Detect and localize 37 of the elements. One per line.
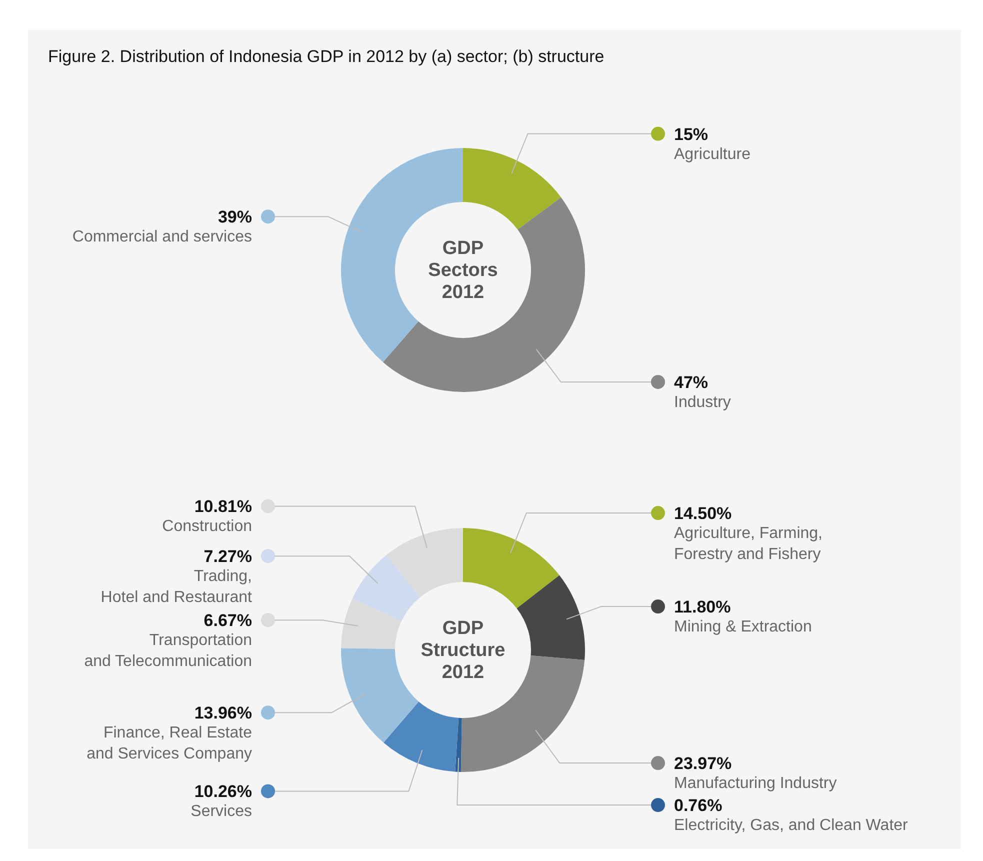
data-label: 10.81% [194, 497, 252, 516]
data-label: 23.97% [674, 754, 732, 774]
donut-slice [341, 598, 402, 649]
donut-slice [463, 148, 562, 230]
legend-label: Finance, Real Estate and Services Company [86, 724, 252, 763]
legend-label: Transportation and Telecommunication [84, 632, 252, 670]
donut-slice [384, 702, 459, 772]
text: GDP Structure 2012 [420, 618, 506, 683]
legend-label: Services [190, 803, 252, 820]
donut-slice [386, 528, 463, 598]
legend-label: Mining & Extraction [674, 618, 812, 636]
data-label: 39% [218, 208, 252, 227]
donut-slice [463, 528, 560, 608]
data-label: 13.96% [194, 704, 252, 723]
text: GDP Sectors 2012 [428, 238, 498, 303]
data-label: 7.27% [204, 547, 252, 566]
data-label: 6.67% [204, 611, 252, 630]
legend-label: Agriculture [674, 146, 751, 163]
legend-label: Industry [674, 394, 731, 411]
data-label: 11.80% [674, 598, 731, 617]
data-label: 15% [674, 124, 708, 144]
legend-label: Manufacturing Industry [674, 775, 837, 792]
legend-label: Agriculture, Farming, Forestry and Fishery [674, 525, 822, 564]
data-label: 10.26% [194, 782, 252, 802]
caption: Figure 2. Distribution of Indonesia GDP in 2012 by (a) sector; (b) structure [48, 47, 604, 66]
donut-slice [516, 575, 585, 660]
donut-slice [382, 197, 585, 392]
legend-label: Electricity, Gas, and Clean Water [674, 817, 909, 834]
legend-label: Construction [162, 518, 252, 536]
legend-label: Trading, Hotel and Restaurant [100, 568, 253, 606]
legend-label: Commercial and services [72, 228, 252, 246]
data-label: 14.50% [674, 504, 732, 524]
donut-slice [341, 648, 419, 743]
data-label: 47% [674, 372, 708, 392]
donut-slice [352, 555, 420, 622]
data-label: 0.76% [674, 796, 722, 816]
donut-slice [455, 718, 462, 772]
